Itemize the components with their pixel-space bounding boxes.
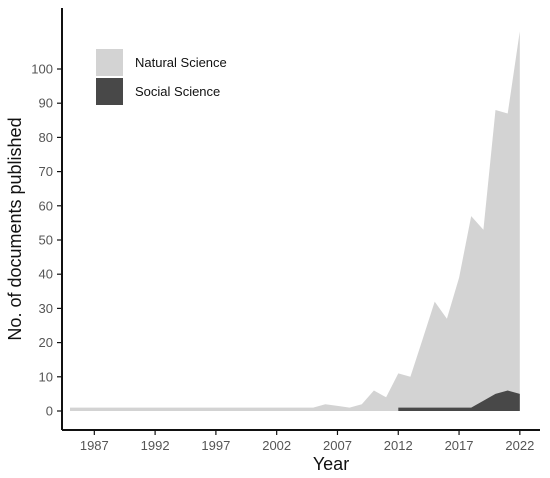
plot-area	[70, 31, 520, 412]
x-tick-label: 1992	[141, 438, 170, 453]
y-axis-ticks: 0 10 20 30 40 50 60 70 80 90 100	[31, 62, 62, 419]
y-tick-label: 80	[39, 130, 53, 145]
x-tick-label: 2017	[445, 438, 474, 453]
y-tick-label: 0	[46, 404, 53, 419]
x-tick-label: 2022	[505, 438, 534, 453]
area-social-science	[398, 390, 520, 411]
legend-label-natural-science: Natural Science	[135, 55, 227, 70]
y-tick-label: 60	[39, 198, 53, 213]
legend-swatch-natural-science	[96, 49, 123, 76]
x-tick-label: 2002	[262, 438, 291, 453]
area-natural-science	[70, 31, 520, 412]
x-axis-ticks: 1987 1992 1997 2002 2007 2012 2017 2022	[80, 430, 534, 453]
y-tick-label: 30	[39, 301, 53, 316]
y-tick-label: 10	[39, 369, 53, 384]
x-tick-label: 1987	[80, 438, 109, 453]
x-tick-label: 2012	[384, 438, 413, 453]
x-tick-label: 1997	[201, 438, 230, 453]
legend-label-social-science: Social Science	[135, 84, 220, 99]
y-tick-label: 20	[39, 335, 53, 350]
legend: Natural Science Social Science	[96, 49, 227, 105]
y-axis-title: No. of documents published	[5, 117, 25, 340]
y-tick-label: 40	[39, 267, 53, 282]
x-tick-label: 2007	[323, 438, 352, 453]
y-tick-label: 90	[39, 96, 53, 111]
y-tick-label: 50	[39, 233, 53, 248]
legend-swatch-social-science	[96, 78, 123, 105]
x-axis-title: Year	[313, 454, 349, 474]
y-tick-label: 70	[39, 164, 53, 179]
y-tick-label: 100	[31, 62, 53, 77]
